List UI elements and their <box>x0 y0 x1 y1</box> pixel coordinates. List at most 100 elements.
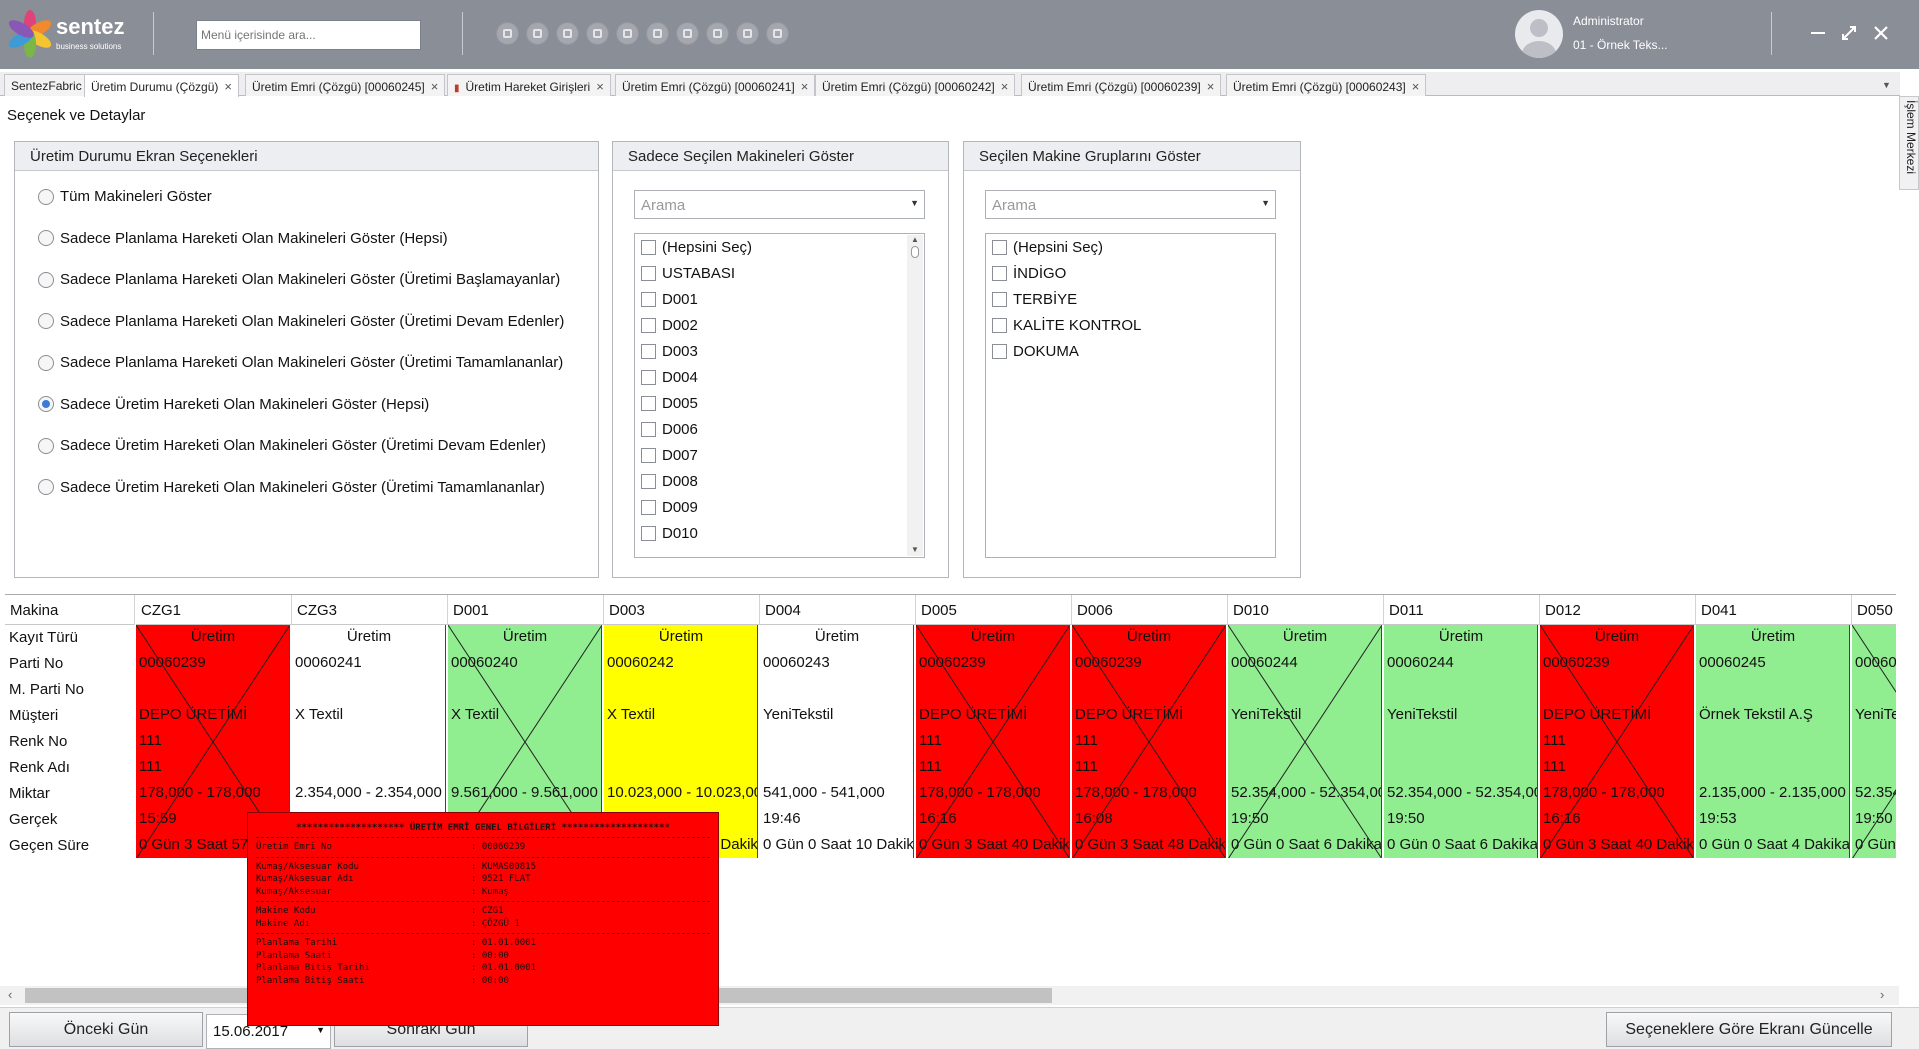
update-screen-button[interactable]: Seçeneklere Göre Ekranı Güncelle <box>1606 1012 1892 1047</box>
minimize-button[interactable] <box>1805 20 1831 46</box>
column-header-d010[interactable]: D010 <box>1228 595 1384 625</box>
checkbox-icon[interactable] <box>641 318 656 333</box>
radio-button-icon[interactable] <box>38 313 54 329</box>
previous-day-button[interactable]: Önceki Gün <box>9 1012 203 1047</box>
checkbox-icon[interactable] <box>641 370 656 385</box>
machine-column[interactable]: Üretim 00060245 Örnek Tekstil A.Ş 2.135,000… <box>1696 625 1850 858</box>
column-header-d012[interactable]: D012 <box>1540 595 1696 625</box>
checklist-item[interactable]: (Hepsini Seç) <box>992 239 1103 256</box>
close-button[interactable] <box>1868 20 1894 46</box>
tab-0[interactable]: SentezFabric <box>4 74 89 96</box>
radio-button-icon[interactable] <box>38 188 54 205</box>
tab-close-icon[interactable]: × <box>596 79 604 94</box>
checkbox-icon[interactable] <box>992 292 1007 307</box>
nav-button[interactable] <box>556 22 579 45</box>
column-header-d006[interactable]: D006 <box>1072 595 1228 625</box>
checkbox-icon[interactable] <box>641 448 656 463</box>
checklist-item[interactable]: KALİTE KONTROL <box>992 317 1141 334</box>
machines-list-scrollbar[interactable]: ▲ ▼ <box>907 235 923 556</box>
checklist-item[interactable]: D010 <box>641 525 698 542</box>
column-header-d041[interactable]: D041 <box>1696 595 1852 625</box>
nav-button[interactable] <box>646 22 669 45</box>
tab-close-icon[interactable]: × <box>1206 79 1215 94</box>
tab-2[interactable]: Üretim Emri (Çözgü) [00060245] × <box>245 74 446 96</box>
tab-1[interactable]: Üretim Durumu (Çözgü) × <box>84 74 239 97</box>
nav-button[interactable] <box>526 22 549 45</box>
checklist-item[interactable]: D007 <box>641 447 698 464</box>
column-header-d005[interactable]: D005 <box>916 595 1072 625</box>
column-header-czg1[interactable]: CZG1 <box>136 595 292 625</box>
tab-overflow-icon[interactable]: ▼ <box>1882 80 1891 90</box>
tab-5[interactable]: Üretim Emri (Çözgü) [00060242] × <box>815 74 1016 96</box>
machine-column[interactable]: Üretim 00060239 DEPO ÜRETİMİ 111 111 178,000 … <box>1072 625 1226 858</box>
nav-button[interactable] <box>706 22 729 45</box>
checkbox-icon[interactable] <box>641 526 656 541</box>
checklist-item[interactable]: D006 <box>641 421 698 438</box>
side-panel-label[interactable]: İşlem Merkezi <box>1904 100 1918 175</box>
machine-column[interactable]: Üretim 00060239 DEPO ÜRETİMİ 111 111 178,000 … <box>916 625 1070 858</box>
checklist-item[interactable]: İNDİGO <box>992 265 1066 282</box>
checkbox-icon[interactable] <box>992 344 1007 359</box>
radio-option[interactable]: Sadece Planlama Hareketi Olan Makineleri… <box>38 230 448 247</box>
checkbox-icon[interactable] <box>641 474 656 489</box>
tab-close-icon[interactable]: × <box>224 79 232 94</box>
date-dropdown-icon[interactable]: ▼ <box>316 1025 325 1035</box>
checklist-item[interactable]: D001 <box>641 291 698 308</box>
machine-column[interactable]: Üretim 00060244 YeniTekstil 52.354,000 - 52… <box>1228 625 1382 858</box>
radio-option[interactable]: Sadece Planlama Hareketi Olan Makineleri… <box>38 354 563 371</box>
radio-option[interactable]: Sadece Üretim Hareketi Olan Makineleri G… <box>38 437 546 454</box>
checkbox-icon[interactable] <box>992 318 1007 333</box>
scroll-up-icon[interactable]: ▲ <box>911 235 919 244</box>
column-header-czg3[interactable]: CZG3 <box>292 595 448 625</box>
checkbox-icon[interactable] <box>641 240 656 255</box>
scroll-down-icon[interactable]: ▼ <box>911 545 919 554</box>
nav-button[interactable] <box>496 22 519 45</box>
checkbox-icon[interactable] <box>641 422 656 437</box>
column-header-d050[interactable]: D050 <box>1852 595 1896 625</box>
radio-button-icon[interactable] <box>38 271 54 288</box>
machine-column[interactable]: Üretim 00060245 YeniTekstil 52.354,000 19:50… <box>1852 625 1896 858</box>
nav-button[interactable] <box>616 22 639 45</box>
checkbox-icon[interactable] <box>641 292 656 307</box>
column-header-d011[interactable]: D011 <box>1384 595 1540 625</box>
column-header-d003[interactable]: D003 <box>604 595 760 625</box>
user-avatar[interactable] <box>1515 10 1563 58</box>
checklist-item[interactable]: D004 <box>641 369 698 386</box>
checklist-item[interactable]: D005 <box>641 395 698 412</box>
checklist-item[interactable]: (Hepsini Seç) <box>641 239 752 256</box>
radio-option[interactable]: Sadece Üretim Hareketi Olan Makineleri G… <box>38 479 545 496</box>
nav-button[interactable] <box>766 22 789 45</box>
machine-column[interactable]: Üretim 00060239 DEPO ÜRETİMİ 111 111 178,000 … <box>1540 625 1694 858</box>
machines-search-combo[interactable]: Arama ▼ <box>634 190 925 219</box>
groups-search-combo[interactable]: Arama ▼ <box>985 190 1276 219</box>
nav-button[interactable] <box>736 22 759 45</box>
radio-button-icon[interactable] <box>38 479 54 495</box>
checkbox-icon[interactable] <box>641 396 656 411</box>
checklist-item[interactable]: USTABASI <box>641 265 735 282</box>
checklist-item[interactable]: D002 <box>641 317 698 334</box>
tab-4[interactable]: Üretim Emri (Çözgü) [00060241] × <box>615 74 816 96</box>
checkbox-icon[interactable] <box>641 500 656 515</box>
checklist-item[interactable]: D009 <box>641 499 698 516</box>
tab-close-icon[interactable]: × <box>430 79 439 94</box>
radio-button-icon[interactable] <box>38 230 54 246</box>
machine-column[interactable]: Üretim 00060243 YeniTekstil 541,000 - 541,0… <box>760 625 914 858</box>
nav-button[interactable] <box>586 22 609 45</box>
radio-option[interactable]: Tüm Makineleri Göster <box>38 188 212 205</box>
radio-option[interactable]: Sadece Planlama Hareketi Olan Makineleri… <box>38 313 564 330</box>
machine-column[interactable]: Üretim 00060244 YeniTekstil 52.354,000 - 52… <box>1384 625 1538 858</box>
tab-3[interactable]: ▮ Üretim Hareket Girişleri × <box>447 74 611 96</box>
scroll-thumb[interactable] <box>911 246 919 258</box>
checklist-item[interactable]: TERBİYE <box>992 291 1077 308</box>
radio-option[interactable]: Sadece Planlama Hareketi Olan Makineleri… <box>38 271 560 288</box>
tab-7[interactable]: Üretim Emri (Çözgü) [00060243] × <box>1226 74 1427 96</box>
radio-button-icon[interactable] <box>38 396 54 412</box>
checkbox-icon[interactable] <box>641 266 656 281</box>
tab-6[interactable]: Üretim Emri (Çözgü) [00060239] × <box>1021 74 1222 96</box>
radio-option[interactable]: Sadece Üretim Hareketi Olan Makineleri G… <box>38 396 429 413</box>
radio-button-icon[interactable] <box>38 437 54 454</box>
column-header-d004[interactable]: D004 <box>760 595 916 625</box>
tab-close-icon[interactable]: × <box>800 79 809 94</box>
checkbox-icon[interactable] <box>641 344 656 359</box>
checklist-item[interactable]: D008 <box>641 473 698 490</box>
